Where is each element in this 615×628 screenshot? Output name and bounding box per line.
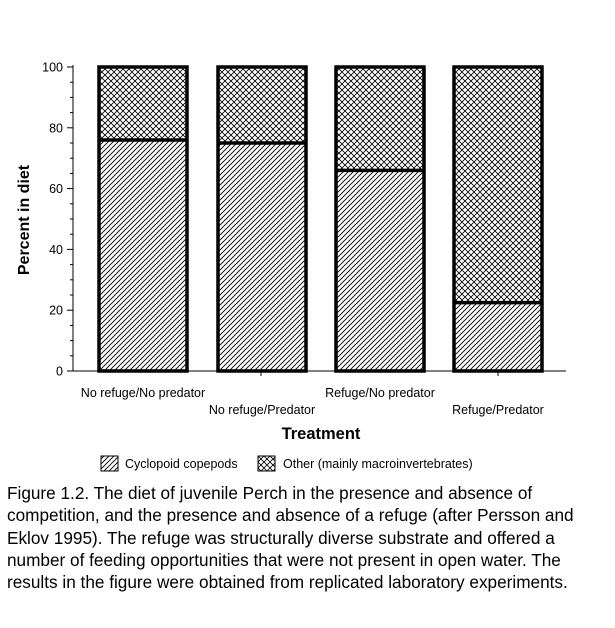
bar-segment-cyclopoid-copepods bbox=[99, 139, 187, 371]
bar-outline bbox=[216, 65, 308, 373]
x-category-label: Refuge/No predator bbox=[325, 386, 435, 400]
bar-segment-other-macroinvertebrates bbox=[336, 67, 424, 171]
bar-segment-cyclopoid-copepods bbox=[218, 143, 306, 371]
x-category-label: No refuge/Predator bbox=[209, 403, 315, 417]
y-tick-label: 20 bbox=[49, 304, 63, 318]
bar-segment-other-macroinvertebrates bbox=[454, 67, 542, 303]
bars bbox=[97, 65, 544, 373]
bar-segment-cyclopoid-copepods bbox=[336, 170, 424, 371]
legend-swatch-cyclopoid-copepods bbox=[100, 455, 119, 472]
x-category-label: Refuge/Predator bbox=[452, 403, 544, 417]
y-tick-label: 0 bbox=[56, 365, 63, 379]
y-tick-label: 100 bbox=[42, 61, 63, 75]
legend-swatch-other-macroinvertebrates bbox=[257, 455, 276, 472]
bar-segment-other-macroinvertebrates bbox=[218, 67, 306, 143]
bar-segment-cyclopoid-copepods bbox=[454, 302, 542, 371]
y-tick-label: 80 bbox=[49, 121, 63, 135]
legend-label: Other (mainly macroinvertebrates) bbox=[283, 457, 473, 471]
y-ticks: 0 20 40 60 80 100 bbox=[42, 61, 73, 379]
x-category-label: No refuge/No predator bbox=[81, 386, 205, 400]
bar-outline bbox=[97, 65, 189, 373]
y-axis-title: Percent in diet bbox=[16, 164, 33, 275]
legend: Cyclopoid copepods Other (mainly macroinv… bbox=[100, 455, 473, 472]
x-axis-title: Treatment bbox=[282, 425, 361, 443]
y-tick-label: 40 bbox=[49, 243, 63, 257]
figure-caption: Figure 1.2. The diet of juvenile Perch i… bbox=[7, 483, 574, 593]
y-tick-label: 60 bbox=[49, 182, 63, 196]
bar-segment-other-macroinvertebrates bbox=[99, 67, 187, 140]
bar-outline bbox=[334, 65, 426, 373]
x-category-labels: No refuge/No predator No refuge/Predator R… bbox=[81, 386, 544, 417]
legend-label: Cyclopoid copepods bbox=[125, 457, 238, 471]
bar-outline bbox=[452, 65, 544, 373]
